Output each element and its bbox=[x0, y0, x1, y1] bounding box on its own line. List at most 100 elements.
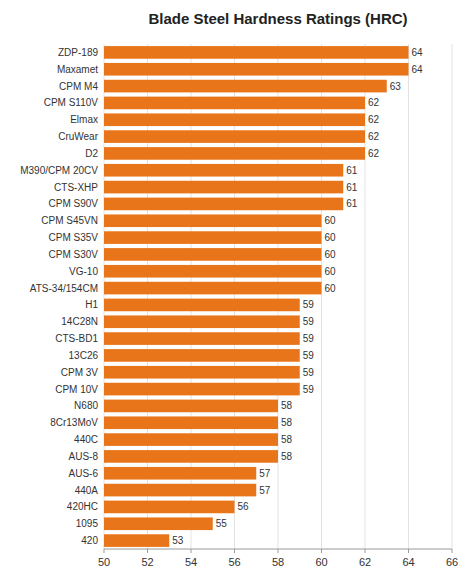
data-label: 56 bbox=[238, 501, 250, 512]
data-label: 53 bbox=[172, 535, 184, 546]
category-label: CPM S45VN bbox=[41, 215, 98, 226]
data-label: 59 bbox=[303, 299, 315, 310]
data-label: 58 bbox=[281, 451, 293, 462]
x-axis: 505254565860626466 bbox=[98, 549, 458, 568]
tick-mark bbox=[191, 549, 192, 553]
bar bbox=[104, 164, 343, 177]
category-label: CruWear bbox=[58, 131, 98, 142]
category-label: 13C26 bbox=[69, 350, 99, 361]
tick-label: 56 bbox=[228, 556, 240, 568]
tick-label: 54 bbox=[185, 556, 197, 568]
category-label: CTS-XHP bbox=[54, 182, 98, 193]
tick-mark bbox=[452, 549, 453, 553]
data-label: 62 bbox=[368, 148, 380, 159]
bar bbox=[104, 80, 387, 93]
data-label: 61 bbox=[346, 165, 358, 176]
category-label: CPM 3V bbox=[61, 367, 99, 378]
category-label: D2 bbox=[85, 148, 98, 159]
category-label: VG-10 bbox=[69, 266, 98, 277]
bar bbox=[104, 400, 278, 413]
bar bbox=[104, 517, 213, 530]
category-label: CPM S90V bbox=[49, 198, 99, 209]
data-label: 63 bbox=[390, 81, 402, 92]
data-label: 64 bbox=[412, 64, 424, 75]
data-label: 60 bbox=[325, 249, 337, 260]
category-label: M390/CPM 20CV bbox=[20, 165, 98, 176]
data-label: 59 bbox=[303, 316, 315, 327]
data-label: 62 bbox=[368, 131, 380, 142]
chart-container: Blade Steel Hardness Ratings (HRC) 50 52 54… bbox=[0, 0, 474, 585]
bar bbox=[104, 534, 169, 547]
bar bbox=[104, 63, 409, 76]
category-label: 420 bbox=[81, 535, 98, 546]
bar bbox=[104, 214, 322, 227]
data-label: 61 bbox=[346, 182, 358, 193]
data-label: 60 bbox=[325, 215, 337, 226]
data-label: 61 bbox=[346, 198, 358, 209]
category-label: AUS-8 bbox=[69, 451, 99, 462]
data-label: 62 bbox=[368, 97, 380, 108]
category-label: Maxamet bbox=[57, 64, 98, 75]
data-label: 58 bbox=[281, 434, 293, 445]
bar bbox=[104, 97, 365, 110]
data-label: 59 bbox=[303, 350, 315, 361]
chart-svg: Blade Steel Hardness Ratings (HRC) 50 52 54… bbox=[0, 0, 474, 585]
category-label: 8Cr13MoV bbox=[50, 417, 98, 428]
category-label: 14C28N bbox=[61, 316, 98, 327]
axis-line bbox=[104, 549, 452, 550]
category-label: 420HC bbox=[67, 501, 98, 512]
category-label: CTS-BD1 bbox=[55, 333, 98, 344]
data-label: 62 bbox=[368, 114, 380, 125]
bar bbox=[104, 282, 322, 295]
tick-mark bbox=[365, 549, 366, 553]
bar bbox=[104, 147, 365, 160]
category-label: N680 bbox=[74, 400, 98, 411]
bar bbox=[104, 265, 322, 278]
bar bbox=[104, 231, 322, 244]
bar bbox=[104, 181, 343, 194]
tick-mark bbox=[278, 549, 279, 553]
tick-mark bbox=[321, 549, 322, 553]
bar bbox=[104, 366, 300, 379]
grid-line bbox=[408, 44, 409, 549]
bar bbox=[104, 315, 300, 328]
bar bbox=[104, 248, 322, 261]
category-label: Elmax bbox=[70, 114, 98, 125]
tick-label: 50 bbox=[98, 556, 110, 568]
tick-mark bbox=[147, 549, 148, 553]
bar bbox=[104, 467, 256, 480]
data-label: 57 bbox=[259, 468, 271, 479]
grid bbox=[104, 44, 452, 549]
bar bbox=[104, 383, 300, 396]
bar bbox=[104, 130, 365, 143]
tick-mark bbox=[234, 549, 235, 553]
bar bbox=[104, 332, 300, 345]
data-label: 58 bbox=[281, 417, 293, 428]
data-label: 60 bbox=[325, 283, 337, 294]
category-label: CPM S30V bbox=[49, 249, 99, 260]
bar bbox=[104, 501, 235, 514]
tick-mark bbox=[104, 549, 105, 553]
category-label: 1095 bbox=[76, 518, 99, 529]
bar bbox=[104, 416, 278, 429]
data-label: 59 bbox=[303, 333, 315, 344]
tick-label: 64 bbox=[402, 556, 414, 568]
chart-title: Blade Steel Hardness Ratings (HRC) bbox=[148, 10, 407, 27]
bar bbox=[104, 299, 300, 312]
tick-label: 66 bbox=[446, 556, 458, 568]
bar bbox=[104, 46, 409, 59]
tick-mark bbox=[408, 549, 409, 553]
labels: ZDP-18964Maxamet64CPM M463CPM S110V62Elm… bbox=[20, 47, 423, 546]
data-label: 55 bbox=[216, 518, 228, 529]
tick-label: 52 bbox=[141, 556, 153, 568]
category-label: ATS-34/154CM bbox=[30, 283, 98, 294]
tick-label: 58 bbox=[272, 556, 284, 568]
category-label: 440A bbox=[75, 485, 99, 496]
bar bbox=[104, 349, 300, 362]
category-label: ZDP-189 bbox=[58, 47, 98, 58]
data-label: 64 bbox=[412, 47, 424, 58]
data-label: 59 bbox=[303, 384, 315, 395]
data-label: 59 bbox=[303, 367, 315, 378]
category-label: CPM S110V bbox=[44, 97, 99, 108]
data-label: 60 bbox=[325, 232, 337, 243]
